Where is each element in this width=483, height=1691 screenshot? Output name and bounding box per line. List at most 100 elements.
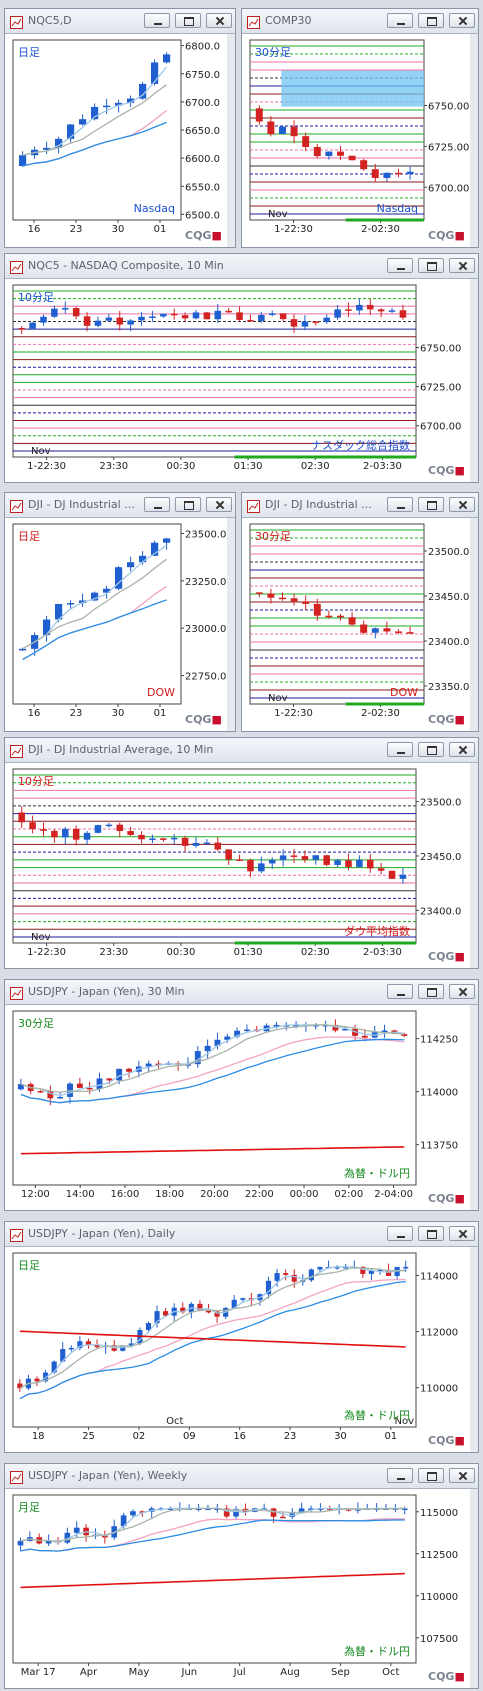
maximize-button[interactable] xyxy=(418,984,444,999)
candle-body xyxy=(73,1527,80,1533)
title-bar[interactable]: USDJPY - Japan (Yen), Weekly xyxy=(5,1464,478,1489)
candle-body xyxy=(116,824,124,832)
chart-canvas[interactable]: 6800.0 6750.0 6700.0 6650.0 6600.0 6550.0 6500… xyxy=(5,34,235,248)
candle-body xyxy=(322,1024,329,1027)
scrollbar[interactable] xyxy=(470,1247,478,1452)
chart-canvas[interactable]: 6750.00 6725.00 6700.00 1-22:30 23:30 00:30 01… xyxy=(5,279,478,483)
candle-body xyxy=(64,1532,71,1543)
scrollbar[interactable] xyxy=(470,279,478,482)
minimize-button[interactable] xyxy=(144,497,170,512)
maximize-button[interactable] xyxy=(418,1468,444,1483)
cqg-logo: CQG■ xyxy=(428,229,465,242)
minimize-button[interactable] xyxy=(387,1226,413,1241)
window-title: DJI - DJ Industrial Average, 10 Min xyxy=(28,743,214,756)
chart-canvas[interactable]: 23500.0 23450.0 23400.0 1-22:30 23:30 00:30 01… xyxy=(5,763,478,969)
minimize-button[interactable] xyxy=(387,742,413,757)
x-tick-label: 00:30 xyxy=(167,461,196,472)
close-button[interactable] xyxy=(449,497,475,512)
scrollbar[interactable] xyxy=(470,1489,478,1688)
title-bar[interactable]: DJI - DJ Industrial ... xyxy=(242,493,478,518)
scrollbar[interactable] xyxy=(470,518,478,731)
chart-canvas[interactable]: 114250 114000 113750 12:00 14:00 16:00 18:00 20… xyxy=(5,1005,478,1211)
minimize-button[interactable] xyxy=(387,497,413,512)
x-tick-label: 1-22:30 xyxy=(27,461,66,472)
minimize-button[interactable] xyxy=(144,13,170,28)
close-button[interactable] xyxy=(449,984,475,999)
timeframe-label: 日足 xyxy=(18,1259,40,1272)
title-bar[interactable]: USDJPY - Japan (Yen), Daily xyxy=(5,1222,478,1247)
candle-body xyxy=(214,1508,221,1510)
plot-area[interactable] xyxy=(249,523,425,705)
close-button[interactable] xyxy=(206,497,232,512)
maximize-button[interactable] xyxy=(418,1226,444,1241)
chart-canvas[interactable]: 115000 112500 110000 107500 Mar 17 Apr May Jun J… xyxy=(5,1489,478,1689)
candle-body xyxy=(130,1511,136,1516)
candle-body xyxy=(19,648,27,651)
candle-body xyxy=(194,1051,201,1065)
window-title: NQC5 - NASDAQ Composite, 10 Min xyxy=(28,259,224,272)
chart-canvas[interactable]: 6750.00 6725.00 6700.00 1-22:30 2-02:30 Nov 30… xyxy=(242,34,478,248)
scrollbar[interactable] xyxy=(227,34,235,247)
x-tick-label: 16:00 xyxy=(111,1189,140,1200)
scrollbar[interactable] xyxy=(227,518,235,731)
x-tick-label: 23 xyxy=(284,1431,297,1442)
plot-area[interactable] xyxy=(12,768,417,944)
close-button[interactable] xyxy=(449,258,475,273)
candle-body xyxy=(337,151,344,156)
plot-area[interactable] xyxy=(12,1494,417,1664)
title-bar[interactable]: COMP30 xyxy=(242,9,478,34)
y-tick-label: 115000 xyxy=(420,1508,458,1519)
scrollbar[interactable] xyxy=(470,1005,478,1210)
x-tick-label: 20:00 xyxy=(200,1189,229,1200)
scrollbar[interactable] xyxy=(470,34,478,247)
title-bar[interactable]: NQC5 - NASDAQ Composite, 10 Min xyxy=(5,254,478,279)
candle-body xyxy=(18,812,25,823)
candle-body xyxy=(139,83,147,99)
candle-body xyxy=(406,171,414,175)
candle-body xyxy=(138,316,145,321)
timeframe-label: 30分足 xyxy=(255,46,291,59)
plot-area[interactable] xyxy=(249,39,425,221)
candle-body xyxy=(345,309,352,311)
maximize-button[interactable] xyxy=(418,13,444,28)
candle-body xyxy=(105,317,113,321)
title-bar[interactable]: USDJPY - Japan (Yen), 30 Min xyxy=(5,980,478,1005)
chart-icon xyxy=(10,985,23,1000)
candle-body xyxy=(348,617,356,625)
scrollbar[interactable] xyxy=(470,763,478,968)
minimize-button[interactable] xyxy=(387,13,413,28)
title-bar[interactable]: NQC5,D xyxy=(5,9,235,34)
close-button[interactable] xyxy=(449,13,475,28)
title-bar[interactable]: DJI - DJ Industrial Average, 10 Min xyxy=(5,738,478,763)
maximize-button[interactable] xyxy=(418,497,444,512)
candle-body xyxy=(334,309,341,318)
maximize-button[interactable] xyxy=(175,497,201,512)
close-button[interactable] xyxy=(449,742,475,757)
close-button[interactable] xyxy=(449,1468,475,1483)
candle-body xyxy=(127,98,135,103)
candle-body xyxy=(301,321,309,327)
candle-body xyxy=(94,1345,100,1348)
minimize-button[interactable] xyxy=(387,1468,413,1483)
chart-canvas[interactable]: 23500.0 23450.0 23400.0 23350.0 1-22:30 2-02:… xyxy=(242,518,478,732)
candle-body xyxy=(399,874,407,879)
x-tick-label: 30 xyxy=(112,708,125,719)
maximize-button[interactable] xyxy=(418,742,444,757)
candle-body xyxy=(293,1024,300,1027)
title-bar[interactable]: DJI - DJ Industrial ... xyxy=(5,493,235,518)
window-title: DJI - DJ Industrial ... xyxy=(265,498,372,511)
selection-box[interactable] xyxy=(281,70,424,107)
y-tick-label: 23450.0 xyxy=(420,852,461,863)
chart-canvas[interactable]: 114000 112000 110000 18 25 02 09 16 23 30 01 Oct Nov… xyxy=(5,1247,478,1453)
maximize-button[interactable] xyxy=(175,13,201,28)
candle-body xyxy=(203,842,211,845)
candle-body xyxy=(79,119,87,125)
moving-average-line xyxy=(20,1572,405,1589)
minimize-button[interactable] xyxy=(387,258,413,273)
close-button[interactable] xyxy=(206,13,232,28)
minimize-button[interactable] xyxy=(387,984,413,999)
maximize-button[interactable] xyxy=(418,258,444,273)
chart-canvas[interactable]: 23500.0 23250.0 23000.0 22750.0 16 23 30 01 日足 DO… xyxy=(5,518,235,732)
candle-body xyxy=(43,147,51,150)
close-button[interactable] xyxy=(449,1226,475,1241)
